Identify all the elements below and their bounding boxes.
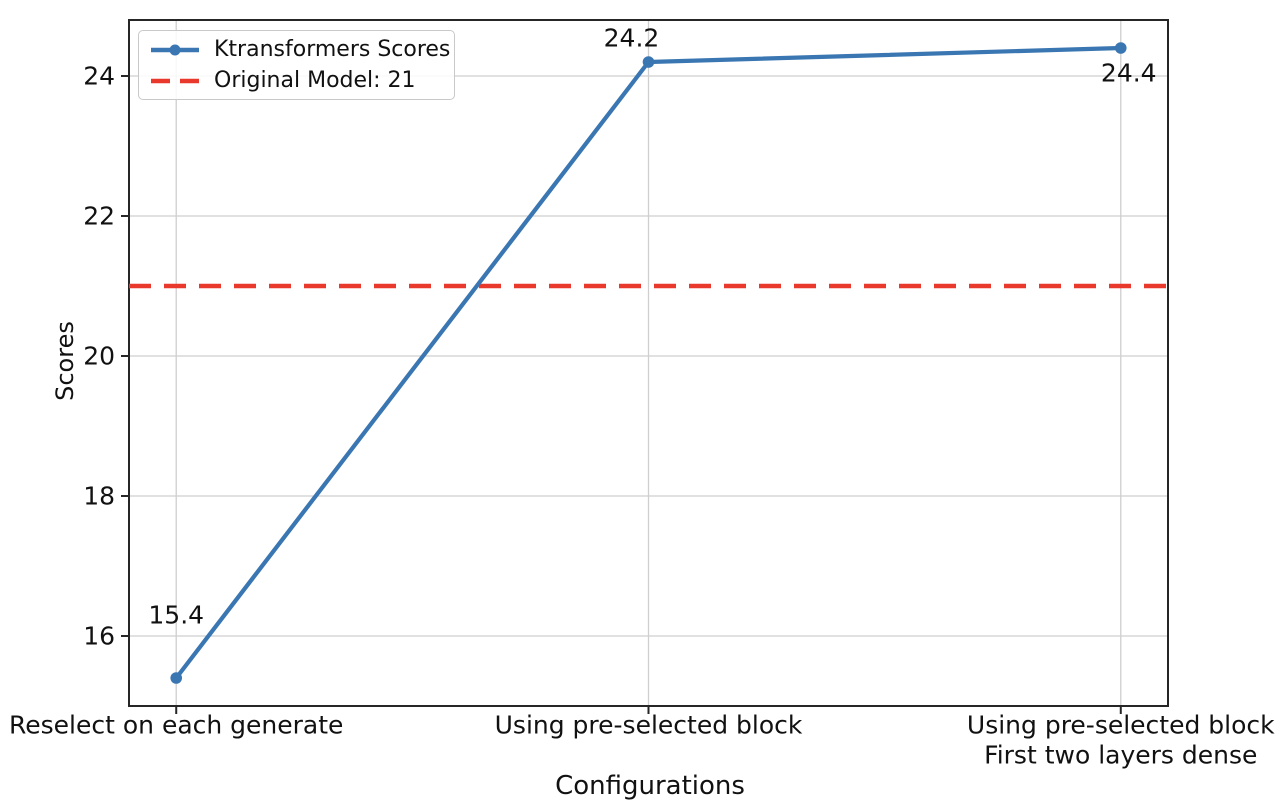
- y-tick-label: 16: [83, 622, 115, 651]
- y-tick-label: 18: [83, 482, 115, 511]
- legend: Ktransformers Scores Original Model: 21: [138, 30, 455, 100]
- reference-dash-swatch: [151, 78, 199, 83]
- data-point-label: 24.4: [1101, 59, 1157, 88]
- legend-entry-series: Ktransformers Scores: [149, 35, 450, 65]
- legend-label-series: Ktransformers Scores: [214, 37, 451, 62]
- legend-label-reference: Original Model: 21: [214, 68, 416, 93]
- x-tick-label: Using pre-selected block: [967, 711, 1275, 740]
- x-axis-title: Configurations: [555, 771, 745, 801]
- series-line-swatch: [151, 44, 199, 55]
- data-point-label: 15.4: [148, 601, 204, 630]
- y-tick-label: 22: [83, 202, 115, 231]
- data-point-label: 24.2: [604, 24, 660, 53]
- x-tick-label: First two layers dense: [984, 741, 1257, 770]
- y-axis-title: Scores: [51, 321, 79, 401]
- data-point-marker: [1114, 42, 1127, 54]
- y-tick-label: 24: [83, 62, 115, 91]
- data-point-marker: [170, 672, 183, 684]
- y-tick-label: 20: [83, 342, 115, 371]
- data-point-marker: [642, 56, 655, 68]
- x-tick-label: Using pre-selected block: [495, 711, 803, 740]
- x-tick-label: Reselect on each generate: [9, 711, 343, 740]
- legend-entry-reference: Original Model: 21: [149, 66, 444, 96]
